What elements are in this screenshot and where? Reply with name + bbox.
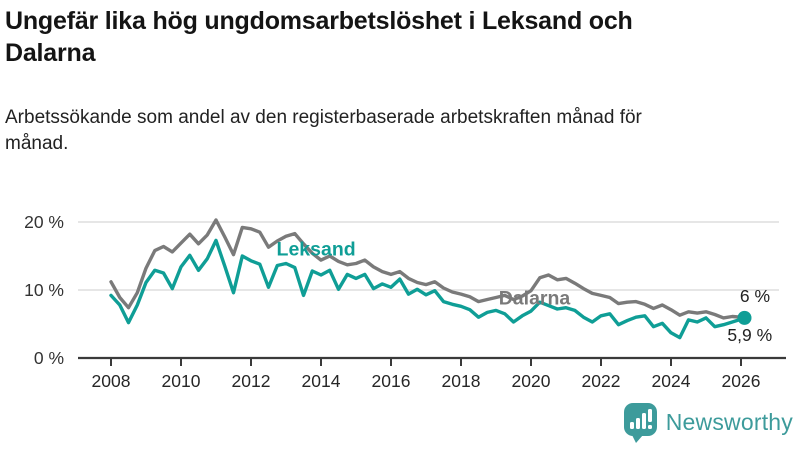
y-axis-label: 20 % — [24, 212, 64, 232]
x-axis-label: 2012 — [232, 371, 271, 391]
y-axis-label: 10 % — [24, 280, 64, 300]
brand-name: Newsworthy — [665, 408, 793, 435]
x-axis-label: 2022 — [582, 371, 621, 391]
x-axis-label: 2020 — [512, 371, 551, 391]
series-line-leksand — [109, 238, 747, 340]
x-axis-label: 2008 — [92, 371, 131, 391]
chart-title: Ungefär lika hög ungdomsarbetslöshet i L… — [5, 7, 633, 67]
newsworthy-logo-icon — [623, 403, 657, 443]
end-value-label: 6 % — [740, 286, 770, 306]
unemployment-line-chart: 2008 2010 2012 2014 2016 2018 2020 2022 2024 2026… — [24, 212, 786, 391]
x-axis-label: 2010 — [162, 371, 201, 391]
x-axis-label: 2018 — [442, 371, 481, 391]
series-line-dalarna — [109, 218, 747, 320]
series-label-leksand: Leksand — [277, 238, 356, 260]
x-axis-label: 2024 — [652, 371, 691, 391]
x-axis-label: 2026 — [722, 371, 761, 391]
brand-footer: Newsworthy — [623, 403, 793, 443]
end-value-label: 5,9 % — [727, 325, 772, 345]
chart-subtitle: Arbetssökande som andel av den registerb… — [5, 107, 642, 155]
series-label-dalarna: Dalarna — [499, 287, 571, 309]
x-axis-label: 2016 — [372, 371, 411, 391]
bar-chart-exclamation-icon — [629, 409, 652, 429]
endpoint-dot-leksand — [737, 310, 752, 325]
y-axis-label: 0 % — [34, 348, 64, 368]
x-axis-label: 2014 — [302, 371, 341, 391]
